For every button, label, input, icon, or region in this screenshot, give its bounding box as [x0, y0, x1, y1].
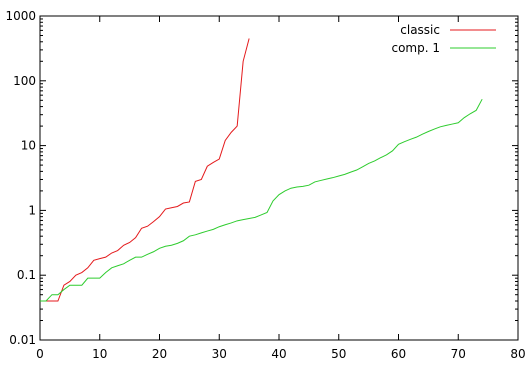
series-line-0: [40, 38, 250, 302]
x-tick-label: 70: [451, 347, 466, 361]
legend-label: classic: [400, 23, 440, 37]
x-tick-label: 10: [92, 347, 107, 361]
x-tick-label: 40: [271, 347, 286, 361]
x-tick-label: 60: [391, 347, 406, 361]
x-tick-label: 30: [212, 347, 227, 361]
ticks: 0 10 20 30 40 50 60 70 80 0.01 0.1 1 10 100 1000: [5, 9, 525, 361]
y-tick-label: 0.1: [17, 268, 36, 282]
y-tick-label: 1: [28, 203, 36, 217]
x-tick-label: 80: [510, 347, 525, 361]
y-tick-label: 10: [21, 139, 36, 153]
x-tick-label: 20: [152, 347, 167, 361]
legend: classic comp. 1: [391, 23, 496, 55]
legend-label: comp. 1: [391, 41, 440, 55]
y-tick-label: 100: [13, 74, 36, 88]
series-line-1: [40, 98, 483, 302]
y-tick-label: 1000: [5, 9, 36, 23]
y-tick-label: 0.01: [9, 333, 36, 347]
x-tick-label: 50: [331, 347, 346, 361]
series-lines: [40, 38, 483, 302]
x-tick-label: 0: [36, 347, 44, 361]
plot-frame: [39, 15, 519, 341]
